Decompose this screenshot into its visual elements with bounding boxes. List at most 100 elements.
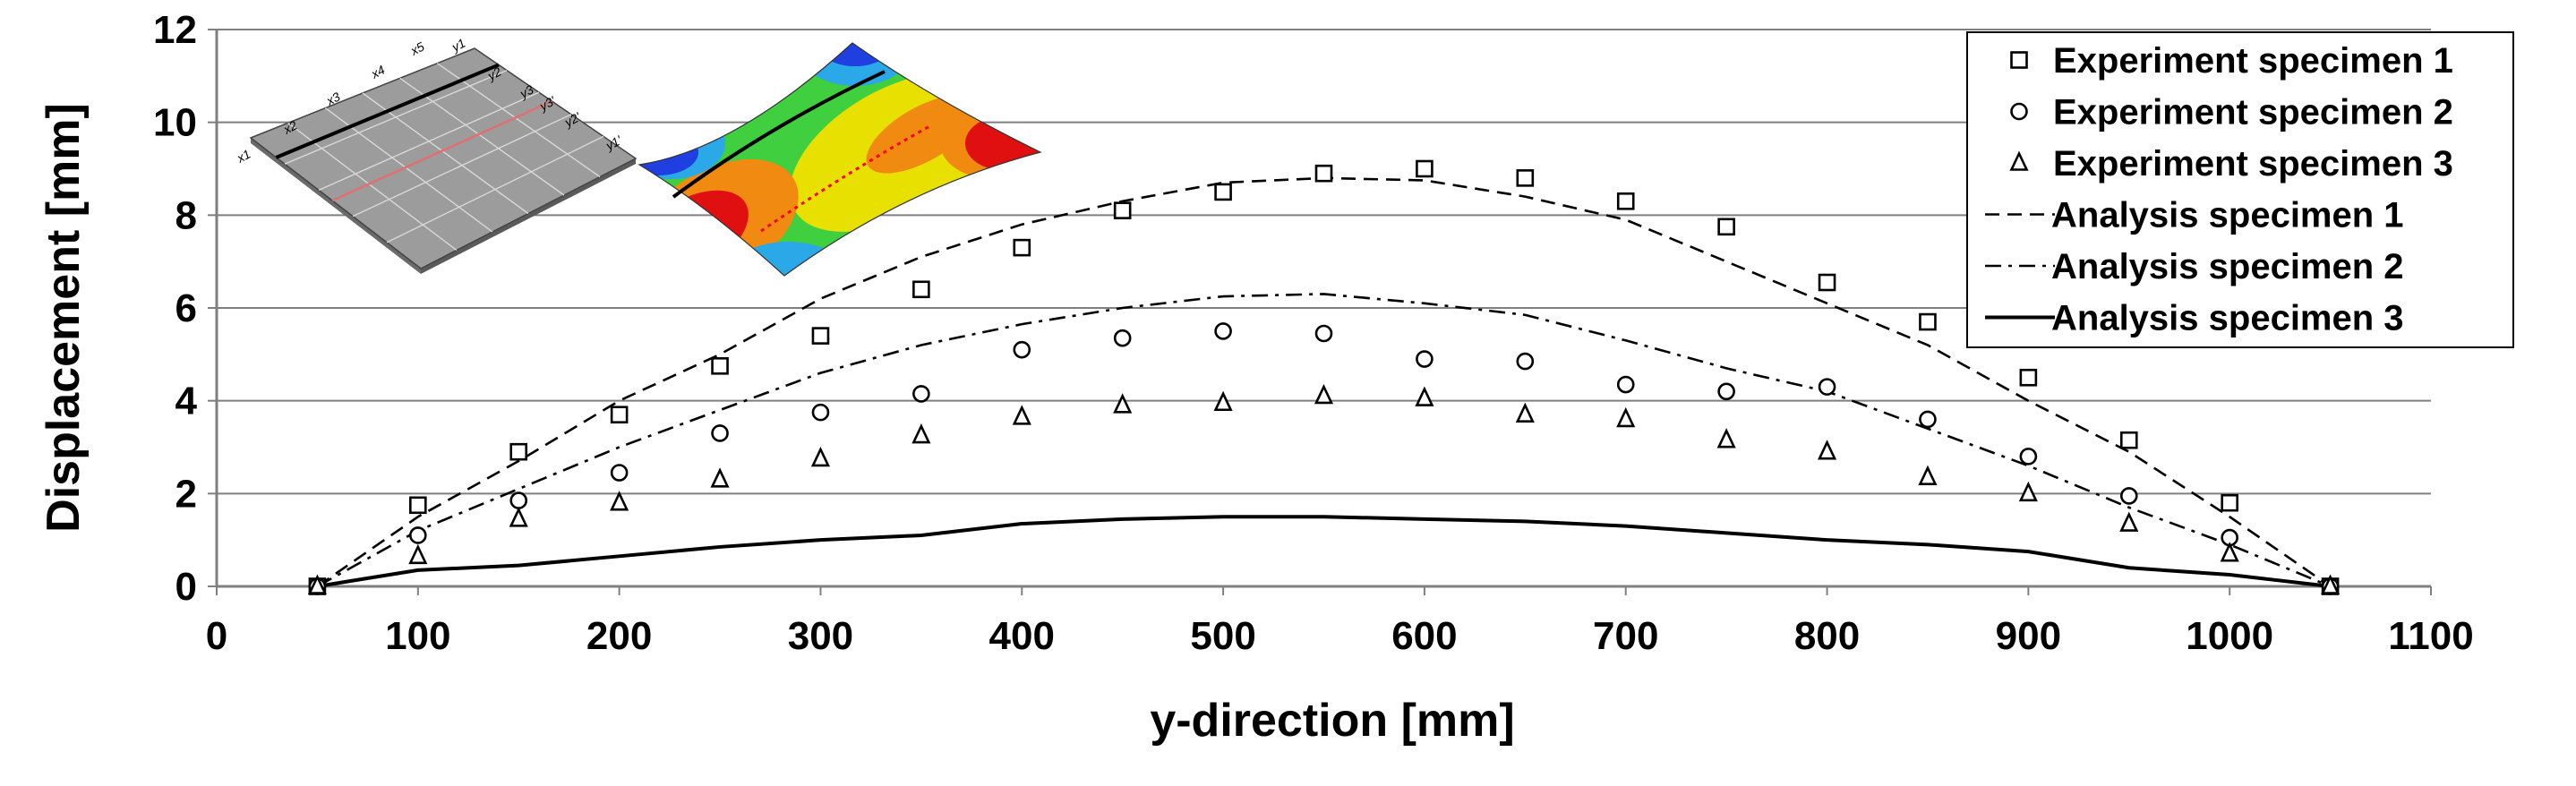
data-point-square (1919, 312, 1937, 331)
data-point-triangle (2018, 481, 2038, 502)
x-tick-label-900: 900 (1996, 614, 2061, 658)
data-point-triangle (2321, 574, 2341, 594)
data-point-triangle (2220, 542, 2239, 562)
data-point-square (912, 280, 930, 299)
data-point-square (2019, 368, 2038, 387)
plate-label: x2 (280, 117, 300, 137)
plate-gridline (352, 114, 572, 218)
data-point-triangle (1616, 406, 1636, 428)
legend-marker-square (2010, 51, 2028, 69)
x-tick-label-600: 600 (1391, 614, 1457, 658)
contour-band-blue (819, 43, 891, 66)
x-tick-label-200: 200 (586, 614, 652, 658)
series-markers-experiment-2 (308, 322, 2340, 595)
data-point-triangle (1918, 465, 1938, 485)
axes: 0 100 200 300 400 500 600 700 800 900 1000 1100 0 2 4 6… (153, 8, 2474, 658)
y-tick-label-12: 12 (153, 8, 197, 52)
contour-measurement-line (672, 70, 886, 199)
data-point-circle (1314, 324, 1333, 343)
data-point-triangle (1113, 393, 1133, 414)
data-point-triangle (1012, 405, 1031, 425)
plate-surface (249, 47, 638, 269)
plate-label: x1 (234, 147, 252, 167)
x-tick-label-400: 400 (989, 614, 1055, 658)
x-tick-label-0: 0 (206, 614, 227, 658)
data-point-square (711, 356, 729, 375)
data-point-square (1013, 238, 1031, 257)
contour-band-orange (866, 95, 979, 174)
data-point-square (2119, 431, 2138, 449)
plate-edge-side (421, 158, 636, 274)
data-point-square (1818, 273, 1836, 292)
data-point-circle (811, 403, 830, 422)
data-point-square (2221, 493, 2238, 512)
y-tick-label-0: 0 (175, 565, 197, 609)
data-point-circle (1818, 378, 1836, 396)
data-point-circle (1113, 329, 1132, 347)
data-point-square (1113, 201, 1132, 219)
legend-marker-triangle (2009, 150, 2029, 171)
legend-label: Analysis specimen 3 (2051, 299, 2404, 338)
series-markers-experiment-3 (307, 383, 2341, 594)
plate-label: y1 (449, 36, 467, 56)
data-point-square (1616, 192, 1635, 210)
plate-gridline (399, 77, 565, 196)
contour-outline (638, 42, 1042, 277)
data-point-circle (711, 424, 729, 442)
data-point-triangle (307, 574, 327, 594)
plate-gridline (318, 91, 540, 192)
plate-gridline (386, 135, 604, 243)
x-tick-label-1000: 1000 (2186, 614, 2273, 658)
plate-label: y3 (517, 81, 536, 101)
plate-gridline (362, 92, 529, 215)
contour-band-cyan (734, 242, 842, 276)
data-point-circle (1416, 350, 1433, 368)
x-tick-label-800: 800 (1794, 614, 1860, 658)
data-point-circle (2119, 487, 2138, 505)
legend-label: Experiment specimen 1 (2053, 41, 2453, 81)
data-point-circle (1516, 352, 1535, 371)
x-tick-label-700: 700 (1593, 614, 1658, 658)
data-point-triangle (408, 543, 428, 565)
series (307, 159, 2341, 595)
contour-band-red (965, 116, 1040, 170)
x-tick-label-500: 500 (1190, 614, 1255, 658)
legend-label: Analysis specimen 1 (2051, 196, 2404, 235)
legend-label: Experiment specimen 3 (2053, 144, 2453, 184)
legend-label: Experiment specimen 2 (2053, 93, 2453, 132)
plate-gridline (284, 69, 508, 165)
y-axis-title: Displacement [mm] (38, 103, 90, 533)
y-tick-label-10: 10 (153, 101, 197, 145)
y-tick-label-6: 6 (175, 286, 197, 330)
data-point-triangle (911, 423, 931, 444)
y-tick-label-4: 4 (175, 380, 198, 423)
x-tick-label-100: 100 (385, 614, 450, 658)
plate-edge-front (251, 138, 421, 274)
y-tick-label-2: 2 (175, 472, 197, 516)
data-point-triangle (810, 446, 831, 467)
data-point-square (811, 327, 830, 345)
contour-red-dotted-line (760, 124, 932, 233)
y-tick-label-8: 8 (175, 193, 197, 237)
data-point-triangle (1817, 440, 1837, 460)
x-tick-label-1100: 1100 (2388, 614, 2473, 658)
plate-measurement-line (275, 63, 500, 159)
data-point-circle (409, 526, 427, 544)
plate-red-line (331, 99, 552, 202)
grid (217, 29, 2431, 495)
data-point-square (1214, 183, 1232, 201)
plate-gridline (287, 122, 458, 252)
data-point-square (509, 442, 528, 461)
plate-gridline (436, 63, 601, 178)
data-point-triangle (1515, 402, 1535, 423)
data-point-triangle (1213, 390, 1233, 412)
data-point-triangle (1716, 428, 1736, 449)
data-point-circle (1214, 322, 1232, 340)
data-point-circle (610, 464, 629, 482)
data-point-square (610, 406, 629, 424)
data-point-triangle (1415, 386, 1434, 406)
x-axis-title: y-direction [mm] (1150, 695, 1514, 747)
